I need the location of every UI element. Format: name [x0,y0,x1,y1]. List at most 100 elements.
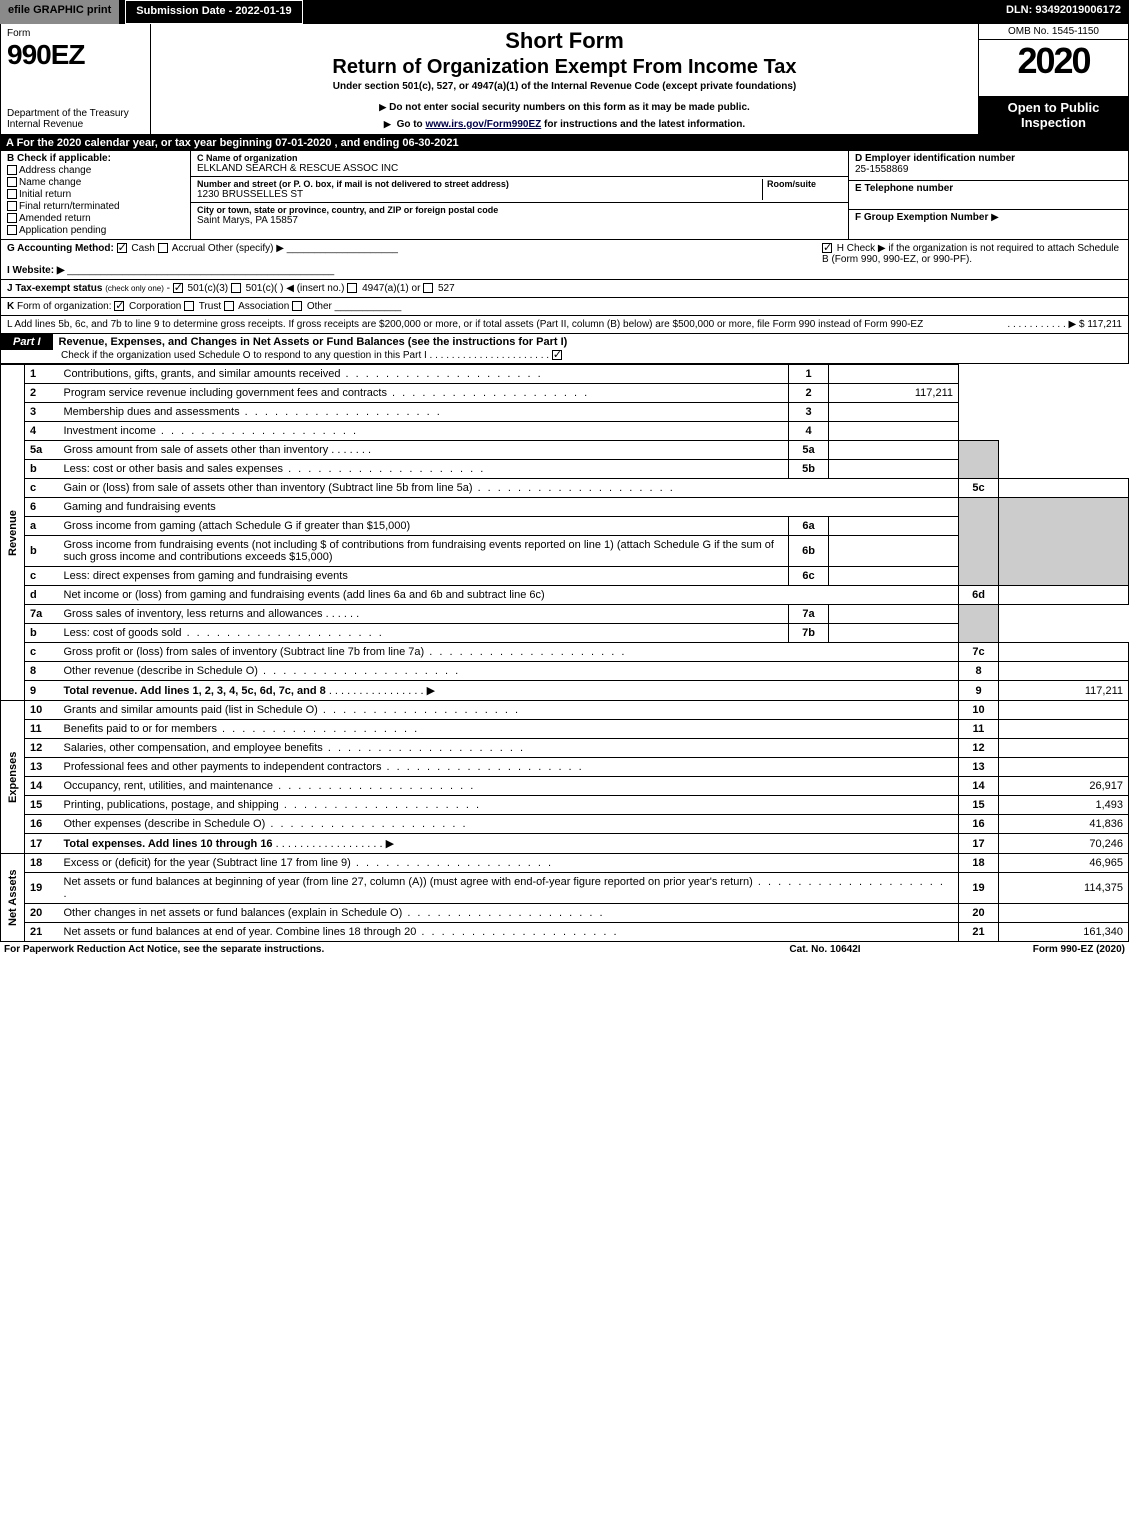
top-bar: efile GRAPHIC print Submission Date - 20… [0,0,1129,24]
line-7c-val [999,643,1129,662]
line-7a-subbox: 7a [789,605,829,624]
line-17-val: 70,246 [999,834,1129,854]
line-19-box: 19 [959,873,999,904]
e-phone-label: E Telephone number [855,183,953,194]
line-15-box: 15 [959,796,999,815]
line-7a-num: 7a [25,605,59,624]
line-15-desc: Printing, publications, postage, and shi… [59,796,959,815]
line-21-box: 21 [959,923,999,942]
footer-mid: Cat. No. 10642I [725,944,925,955]
line-4-num: 4 [25,422,59,441]
line-6d-box: 6d [959,586,999,605]
irs-link[interactable]: www.irs.gov/Form990EZ [425,119,541,130]
line-9-box: 9 [959,681,999,701]
check-if-applicable: B Check if applicable: Address change Na… [1,151,191,239]
form-header: Form 990EZ Department of the Treasury In… [0,24,1129,135]
check-cash[interactable] [117,243,127,253]
line-6b-num: b [25,536,59,567]
line-5c-num: c [25,479,59,498]
check-name-change[interactable]: Name change [7,177,184,188]
line-5c-box: 5c [959,479,999,498]
part-1-subtitle: Check if the organization used Schedule … [1,350,1128,363]
form-of-org-row: K Form of organization: Corporation Trus… [0,298,1129,316]
header-center: Short Form Return of Organization Exempt… [151,24,978,134]
line-19-val: 114,375 [999,873,1129,904]
header-right: OMB No. 1545-1150 2020 Open to Public In… [978,24,1128,134]
check-initial-return[interactable]: Initial return [7,189,184,200]
line-6b-subval [829,536,959,567]
accounting-method-row: G Accounting Method: Cash Accrual Other … [0,240,1129,280]
check-final-return[interactable]: Final return/terminated [7,201,184,212]
revenue-side-label: Revenue [1,365,25,701]
form-word: Form [7,28,144,39]
line-15-val: 1,493 [999,796,1129,815]
line-3-box: 3 [789,403,829,422]
line-6a-subval [829,517,959,536]
line-7a-desc: Gross sales of inventory, less returns a… [59,605,789,624]
line-14-box: 14 [959,777,999,796]
line-13-box: 13 [959,758,999,777]
submission-date: Submission Date - 2022-01-19 [125,0,302,24]
goto-text: Go to www.irs.gov/Form990EZ for instruct… [159,119,970,130]
netassets-side-label: Net Assets [1,854,25,942]
inspection-label: Open to Public Inspection [979,96,1128,134]
line-9-num: 9 [25,681,59,701]
line-5b-desc: Less: cost or other basis and sales expe… [59,460,789,479]
line-16-num: 16 [25,815,59,834]
line-17-box: 17 [959,834,999,854]
line-6b-desc: Gross income from fundraising events (no… [59,536,789,567]
line-20-box: 20 [959,904,999,923]
line-2-num: 2 [25,384,59,403]
line-12-num: 12 [25,739,59,758]
check-501c3[interactable] [173,283,183,293]
footer-left: For Paperwork Reduction Act Notice, see … [4,944,725,955]
check-4947[interactable] [347,283,357,293]
d-ein-label: D Employer identification number [855,153,1015,164]
line-6d-val [999,586,1129,605]
check-accrual[interactable] [158,243,168,253]
line-17-desc: Total expenses. Add lines 10 through 16 … [59,834,959,854]
check-schedule-o[interactable] [552,350,562,360]
check-other-org[interactable] [292,301,302,311]
line-6-num: 6 [25,498,59,517]
line-14-num: 14 [25,777,59,796]
check-association[interactable] [224,301,234,311]
line-6c-subbox: 6c [789,567,829,586]
line-6b-subbox: 6b [789,536,829,567]
line-7c-box: 7c [959,643,999,662]
i-website-label: I Website: ▶ [7,265,65,276]
line-4-box: 4 [789,422,829,441]
line-20-val [999,904,1129,923]
check-527[interactable] [423,283,433,293]
part-1-label: Part I [1,334,53,350]
lines-table: Revenue 1Contributions, gifts, grants, a… [0,364,1129,942]
d-ein-value: 25-1558869 [855,164,908,175]
line-5c-desc: Gain or (loss) from sale of assets other… [59,479,959,498]
efile-print-button[interactable]: efile GRAPHIC print [0,0,121,24]
line-6d-num: d [25,586,59,605]
line-6a-subbox: 6a [789,517,829,536]
line-2-desc: Program service revenue including govern… [59,384,789,403]
line-10-box: 10 [959,701,999,720]
line-21-desc: Net assets or fund balances at end of ye… [59,923,959,942]
line-5b-subval [829,460,959,479]
line-6-desc: Gaming and fundraising events [59,498,959,517]
city-value: Saint Marys, PA 15857 [197,215,842,226]
line-18-desc: Excess or (deficit) for the year (Subtra… [59,854,959,873]
check-corporation[interactable] [114,301,124,311]
line-1-desc: Contributions, gifts, grants, and simila… [59,365,789,384]
line-14-desc: Occupancy, rent, utilities, and maintena… [59,777,959,796]
line-21-val: 161,340 [999,923,1129,942]
check-amended-return[interactable]: Amended return [7,213,184,224]
check-schedule-b[interactable] [822,243,832,253]
g-label: G Accounting Method: [7,243,114,254]
line-5a-subval [829,441,959,460]
line-2-box: 2 [789,384,829,403]
line-3-desc: Membership dues and assessments [59,403,789,422]
check-application-pending[interactable]: Application pending [7,225,184,236]
check-address-change[interactable]: Address change [7,165,184,176]
check-501c[interactable] [231,283,241,293]
check-trust[interactable] [184,301,194,311]
j-label: J Tax-exempt status (check only one) - 5… [7,283,455,294]
department-label: Department of the Treasury Internal Reve… [7,108,144,130]
